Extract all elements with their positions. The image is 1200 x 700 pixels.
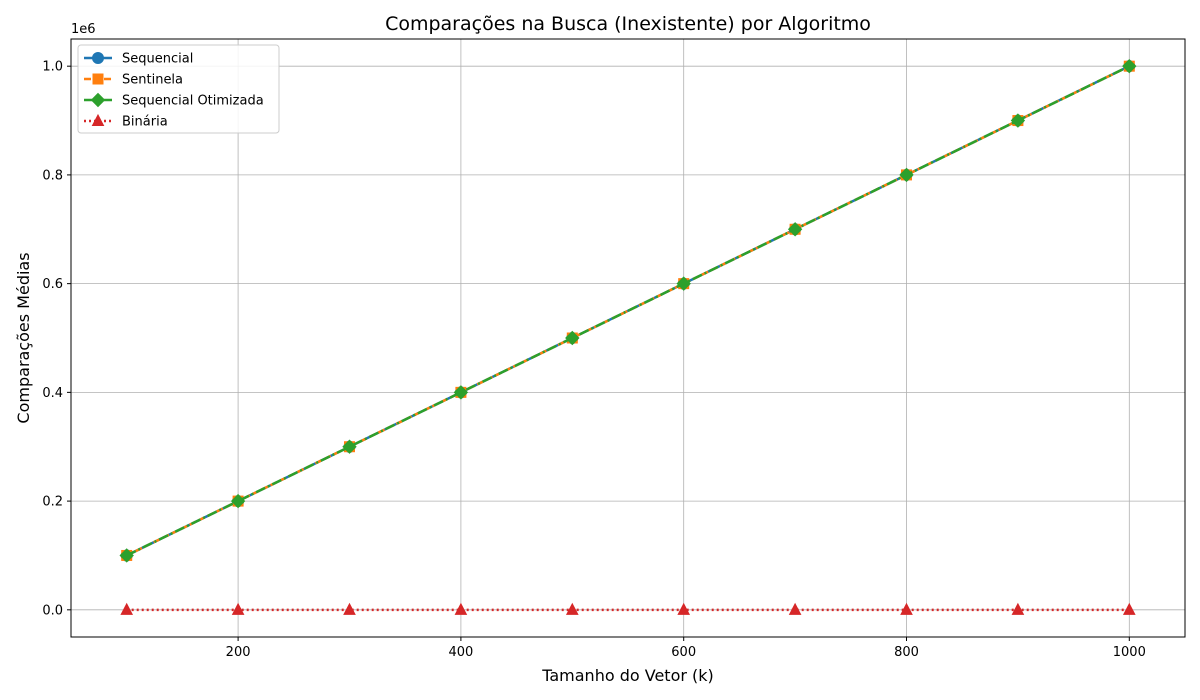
- data-point: [231, 602, 245, 615]
- legend-label: Sentinela: [122, 73, 183, 88]
- data-point: [1010, 113, 1026, 128]
- data-point: [787, 222, 803, 237]
- data-point: [565, 602, 579, 615]
- data-point: [343, 602, 356, 615]
- y-axis-title: Comparações Médias: [14, 252, 33, 423]
- series-sequencial-otimizada: [119, 58, 1137, 563]
- legend-entry: Sequencial: [84, 52, 193, 67]
- data-point: [788, 602, 802, 615]
- data-point: [565, 330, 580, 346]
- y-tick-label: 0.8: [42, 168, 63, 183]
- series-sequencial: [120, 60, 1136, 562]
- x-axis-title: Tamanho do Vetor (k): [541, 666, 714, 685]
- y-tick-label: 0.6: [42, 277, 63, 292]
- legend-label: Sequencial: [122, 52, 193, 67]
- legend-box: [77, 44, 280, 134]
- x-tick-label: 200: [226, 645, 251, 660]
- plot-frame: [70, 38, 1186, 638]
- data-point: [119, 548, 134, 563]
- legend-label: Binária: [122, 115, 168, 130]
- chart-title: Comparações na Busca (Inexistente) por A…: [385, 13, 871, 35]
- data-point: [230, 493, 246, 509]
- legend-marker: [91, 113, 105, 126]
- y-tick-label: 1.0: [42, 60, 63, 75]
- data-point: [1122, 602, 1136, 615]
- data-point: [454, 602, 468, 615]
- series-line: [126, 65, 1130, 557]
- legend-entry: Binária: [84, 113, 168, 130]
- series-layer: [119, 58, 1137, 615]
- legend-label: Sequencial Otimizada: [122, 94, 264, 109]
- x-tick-label: 1000: [1113, 645, 1146, 660]
- data-point: [677, 602, 691, 615]
- legend-marker: [92, 73, 104, 85]
- data-point: [676, 276, 691, 291]
- data-point: [453, 385, 469, 400]
- legend-marker: [92, 52, 104, 64]
- x-tick-label: 600: [671, 645, 696, 660]
- data-point: [1122, 58, 1137, 74]
- y-scale-offset: 1e6: [71, 22, 96, 37]
- series-bin-ria: [120, 602, 1136, 615]
- y-tick-label: 0.0: [42, 603, 63, 618]
- y-axis: 0.0 0.2 0.4 0.6 0.8 1.0: [42, 60, 71, 618]
- legend-marker: [90, 92, 106, 108]
- x-tick-label: 400: [448, 645, 473, 660]
- x-axis: 200 400 600 800 1000: [226, 637, 1146, 660]
- legend: Sequencial Sentinela Sequencial Otimizada B…: [77, 44, 280, 134]
- data-point: [342, 439, 357, 454]
- data-point: [120, 602, 134, 615]
- y-tick-label: 0.2: [42, 495, 63, 510]
- data-point: [900, 602, 913, 615]
- data-point: [1011, 602, 1025, 615]
- legend-entry: Sequencial Otimizada: [84, 92, 264, 109]
- data-point: [899, 167, 914, 183]
- x-tick-label: 800: [894, 645, 919, 660]
- y-tick-label: 0.4: [42, 386, 63, 401]
- legend-entry: Sentinela: [84, 73, 183, 88]
